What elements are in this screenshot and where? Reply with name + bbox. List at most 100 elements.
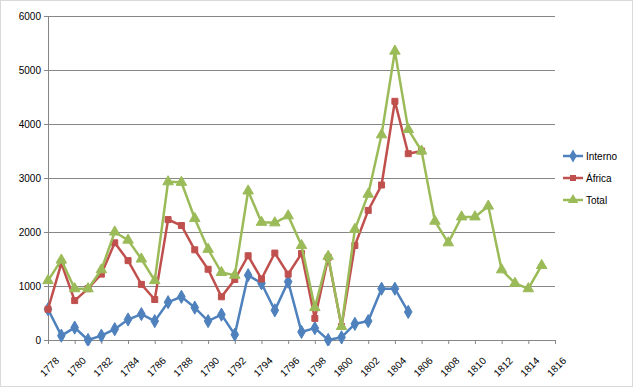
y-tick-label: 3000	[19, 173, 42, 184]
series-marker	[456, 211, 467, 220]
x-tick: 1802	[358, 340, 382, 379]
grid-line	[48, 178, 555, 179]
x-tick-label: 1784	[118, 355, 142, 379]
series-marker	[204, 315, 212, 328]
series-marker	[43, 275, 54, 284]
x-axis: 1778178017821784178617881790179217941796…	[38, 340, 569, 379]
x-tick-label: 1794	[251, 355, 275, 379]
series-marker	[231, 328, 239, 341]
y-tick-label: 5000	[19, 65, 42, 76]
series-marker	[205, 266, 211, 272]
legend: Interno África Total	[563, 149, 618, 205]
x-tick: 1780	[65, 340, 89, 379]
legend-marker	[569, 149, 577, 162]
legend-label: Interno	[586, 151, 618, 162]
series-marker	[392, 98, 398, 104]
grid-line	[48, 286, 555, 287]
series-marker	[379, 182, 385, 188]
y-tick-label: 2000	[19, 227, 42, 238]
y-tick-label: 0	[35, 335, 41, 346]
y-tick-mark	[44, 124, 48, 125]
x-tick-label: 1808	[438, 355, 462, 379]
series-marker	[178, 223, 184, 229]
series-marker	[151, 315, 159, 328]
series-marker	[192, 247, 198, 253]
series-marker	[510, 277, 521, 286]
legend-label: África	[586, 172, 612, 184]
series-marker	[296, 239, 307, 248]
y-tick: 3000	[19, 173, 48, 184]
series-marker	[164, 296, 172, 309]
x-tick-label: 1790	[198, 355, 222, 379]
legend-marker	[570, 175, 576, 181]
x-tick-label: 1814	[518, 355, 542, 379]
x-tick: 1792	[225, 340, 249, 379]
series-marker	[218, 294, 224, 300]
y-tick: 6000	[19, 11, 48, 22]
x-tick-label: 1792	[225, 355, 249, 379]
series-marker	[271, 304, 279, 317]
x-tick-label: 1780	[65, 355, 89, 379]
series-marker	[272, 250, 278, 256]
series-marker	[323, 250, 334, 259]
series-marker	[136, 253, 147, 262]
series-marker	[351, 317, 359, 330]
series-marker	[138, 308, 146, 321]
y-tick-mark	[44, 178, 48, 179]
x-tick: 1784	[118, 340, 142, 379]
series-marker	[230, 269, 241, 278]
y-tick-mark	[44, 16, 48, 17]
x-tick: 1814	[518, 340, 542, 379]
y-tick-label: 4000	[19, 119, 42, 130]
x-tick: 1810	[465, 340, 489, 379]
series-marker	[285, 271, 291, 277]
series-marker	[258, 277, 266, 290]
grid-line	[48, 340, 555, 341]
series-marker	[270, 217, 281, 226]
series-marker	[69, 283, 80, 292]
series-marker	[443, 237, 454, 246]
series-line	[48, 51, 542, 326]
y-tick: 4000	[19, 119, 48, 130]
series-marker	[338, 331, 346, 344]
x-tick-mark	[208, 340, 209, 344]
series-marker	[376, 129, 387, 138]
x-tick-mark	[395, 340, 396, 344]
series-marker	[245, 253, 251, 259]
x-tick-mark	[555, 340, 556, 344]
series-marker	[165, 217, 171, 223]
series-marker	[111, 323, 119, 336]
legend-item: Interno	[563, 149, 618, 162]
x-tick-mark	[448, 340, 449, 344]
y-axis-line	[48, 17, 49, 341]
series-marker	[336, 320, 347, 329]
y-tick-mark	[44, 232, 48, 233]
x-tick: 1804	[385, 340, 409, 379]
y-tick-label: 1000	[19, 281, 42, 292]
x-tick: 1786	[145, 340, 169, 379]
series-marker	[258, 276, 264, 282]
legend-marker	[568, 194, 579, 203]
grid-line	[48, 232, 555, 233]
y-axis: 0 1000 2000 3000 4000 5000 6000	[19, 11, 49, 346]
series-marker	[311, 322, 319, 335]
series-marker	[350, 223, 361, 232]
series-marker	[312, 315, 318, 321]
y-tick-mark	[44, 286, 48, 287]
legend-item: África	[563, 172, 612, 184]
y-tick: 5000	[19, 65, 48, 76]
series-marker	[189, 212, 200, 221]
series-marker	[163, 176, 174, 185]
x-tick: 1812	[491, 340, 515, 379]
series-line	[48, 101, 422, 326]
grid-line	[48, 124, 555, 125]
series-group	[43, 45, 547, 346]
x-tick: 1790	[198, 340, 222, 379]
x-tick-mark	[181, 340, 182, 344]
series-marker	[152, 297, 158, 303]
series-marker	[96, 264, 107, 273]
series-marker	[58, 329, 66, 342]
x-tick-mark	[528, 340, 529, 344]
y-tick-mark	[44, 340, 48, 341]
legend-item: Total	[563, 194, 607, 206]
